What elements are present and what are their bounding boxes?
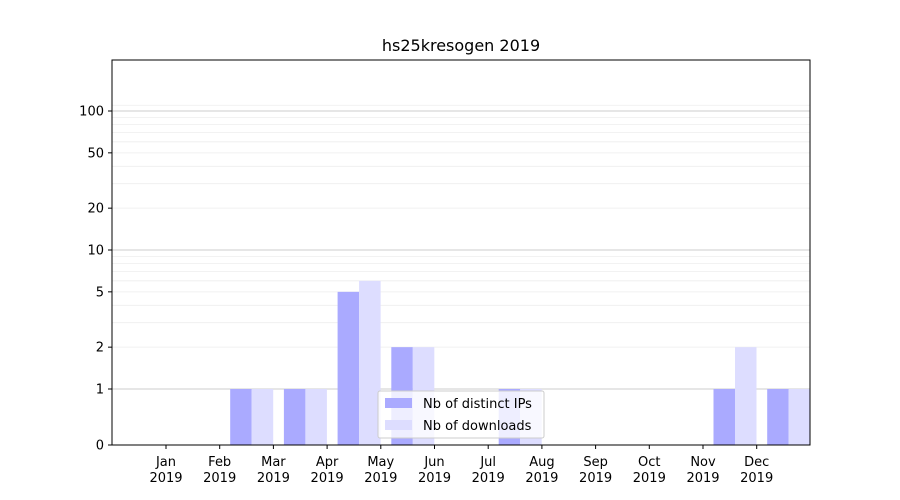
y-tick-label: 50 bbox=[87, 146, 104, 161]
y-tick-label: 20 bbox=[87, 202, 104, 217]
x-tick-label-month: Dec bbox=[744, 455, 769, 470]
x-tick-label-year: 2019 bbox=[472, 471, 505, 486]
bar-distinct-ips bbox=[283, 389, 306, 445]
x-tick-label-year: 2019 bbox=[311, 471, 344, 486]
x-tick-label-month: May bbox=[367, 455, 394, 470]
y-tick-label: 10 bbox=[87, 244, 104, 259]
bar-downloads bbox=[359, 280, 381, 445]
y-axis: 0 1 2 5 10 20 50 100 bbox=[79, 105, 112, 454]
x-tick-label-month: Mar bbox=[261, 455, 286, 470]
y-tick-label: 0 bbox=[96, 439, 104, 454]
x-tick-label-month: Apr bbox=[316, 455, 339, 470]
x-tick-label-year: 2019 bbox=[149, 471, 182, 486]
plot-frame bbox=[111, 59, 811, 446]
x-tick-label-year: 2019 bbox=[257, 471, 290, 486]
bar-distinct-ips bbox=[713, 389, 735, 445]
x-tick-label-year: 2019 bbox=[525, 471, 558, 486]
x-tick-label-month: Jan bbox=[155, 455, 176, 470]
grid-lines bbox=[112, 104, 810, 390]
x-tick-label-month: Aug bbox=[529, 455, 554, 470]
y-tick-label: 1 bbox=[96, 383, 104, 398]
x-tick-label-year: 2019 bbox=[633, 471, 666, 486]
x-tick-label-year: 2019 bbox=[686, 471, 719, 486]
x-tick-label-month: Jul bbox=[479, 455, 496, 470]
bar-downloads bbox=[735, 347, 757, 445]
bar-distinct-ips bbox=[230, 389, 252, 445]
x-tick-label-month: Feb bbox=[208, 455, 231, 470]
chart-title: hs25kresogen 2019 bbox=[382, 36, 540, 55]
legend: Nb of distinct IPs Nb of downloads bbox=[377, 390, 545, 439]
x-tick-label-year: 2019 bbox=[203, 471, 236, 486]
y-tick-label: 100 bbox=[79, 105, 104, 120]
x-tick-label-year: 2019 bbox=[579, 471, 612, 486]
x-tick-label-year: 2019 bbox=[418, 471, 451, 486]
legend-box bbox=[377, 390, 545, 439]
bar-downloads bbox=[788, 389, 811, 445]
y-tick-label: 2 bbox=[96, 341, 104, 356]
x-tick-label-year: 2019 bbox=[740, 471, 773, 486]
y-tick-label: 5 bbox=[96, 285, 104, 300]
legend-swatch-downloads bbox=[385, 420, 412, 430]
x-tick-label-year: 2019 bbox=[364, 471, 397, 486]
bar-distinct-ips bbox=[767, 389, 789, 445]
x-tick-label-month: Sep bbox=[583, 455, 608, 470]
x-axis: Jan2019Feb2019Mar2019Apr2019May2019Jun20… bbox=[149, 445, 773, 486]
legend-swatch-distinct-ips bbox=[385, 398, 412, 408]
x-tick-label-month: Oct bbox=[638, 455, 660, 470]
bar-downloads bbox=[305, 389, 327, 445]
bar-downloads bbox=[251, 389, 274, 445]
legend-label-distinct-ips: Nb of distinct IPs bbox=[423, 397, 532, 412]
x-tick-label-month: Nov bbox=[690, 455, 716, 470]
x-tick-label-month: Jun bbox=[423, 455, 444, 470]
bar-distinct-ips bbox=[337, 291, 360, 445]
legend-label-downloads: Nb of downloads bbox=[423, 419, 532, 434]
